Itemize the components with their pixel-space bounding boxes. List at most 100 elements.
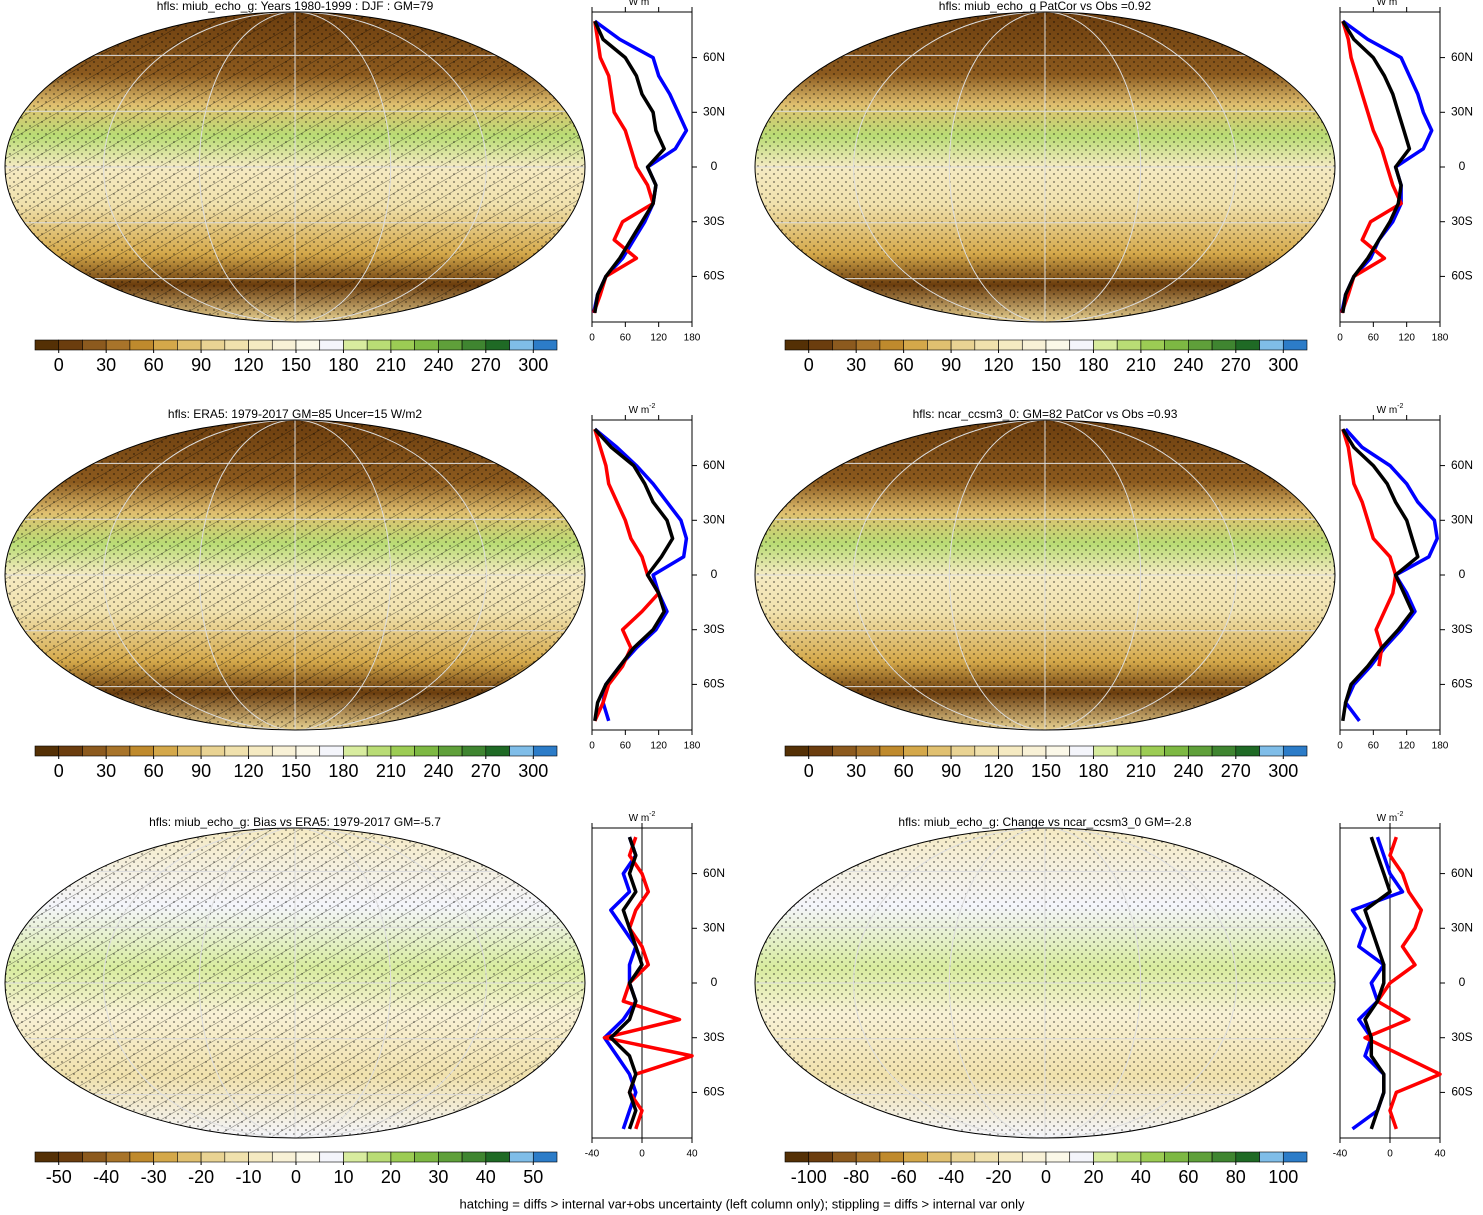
colorbar-label: 150	[1031, 355, 1061, 375]
units-exponent: -2	[1397, 0, 1403, 2]
colorbar-box	[1282, 1151, 1308, 1163]
colorbar-box	[58, 745, 83, 757]
x-tick-label: 40	[686, 1149, 698, 1160]
map-border	[754, 419, 1336, 731]
panel-title: hfls: ERA5: 1979-2017 GM=85 Uncer=15 W/m…	[168, 407, 422, 421]
colorbar-box	[1021, 339, 1047, 351]
colorbar-box	[509, 1151, 534, 1163]
colorbar-box	[129, 1151, 154, 1163]
colorbar-label: 180	[328, 761, 358, 781]
y-tick-label: 60S	[703, 677, 724, 691]
colorbar-box	[784, 745, 810, 757]
colorbar-box	[82, 339, 107, 351]
colorbar-label: 30	[96, 761, 116, 781]
colorbar-box	[224, 339, 249, 351]
y-tick-label: 0	[711, 159, 718, 173]
zonal-line	[1340, 20, 1403, 314]
colorbar-label: 40	[476, 1167, 496, 1187]
colorbar-box	[1116, 745, 1142, 757]
colorbar-label: 40	[1131, 1167, 1151, 1187]
y-tick-label: 0	[1459, 567, 1466, 581]
y-tick-label: 0	[711, 975, 718, 989]
colorbar-box	[34, 1151, 60, 1163]
colorbar-box	[82, 1151, 107, 1163]
y-tick-label: 0	[711, 567, 718, 581]
colorbar-box	[1021, 1151, 1047, 1163]
colorbar-box	[903, 1151, 928, 1163]
colorbar-box	[509, 339, 534, 351]
colorbar-box	[366, 745, 392, 757]
colorbar-box	[998, 745, 1023, 757]
colorbar-label: 300	[518, 355, 548, 375]
zonal-line	[1341, 428, 1420, 722]
colorbar-box	[1093, 339, 1118, 351]
y-tick-label: 60S	[1451, 269, 1472, 283]
colorbar-label: 270	[471, 761, 501, 781]
colorbar-label: 0	[1041, 1167, 1051, 1187]
y-tick-label: 30S	[703, 622, 724, 636]
colorbar-box	[485, 745, 510, 757]
colorbar-box	[34, 339, 60, 351]
x-tick-label: 0	[1337, 333, 1343, 344]
colorbar-box	[1235, 339, 1260, 351]
x-tick-label: 180	[684, 741, 701, 752]
colorbar-box	[295, 1151, 321, 1163]
y-tick-label: 60N	[703, 866, 725, 880]
colorbar-box	[1164, 339, 1189, 351]
map-border	[4, 827, 586, 1139]
colorbar-box	[950, 339, 976, 351]
colorbar-label: 270	[471, 355, 501, 375]
colorbar-box	[998, 339, 1023, 351]
colorbar-box	[784, 1151, 810, 1163]
units-exponent: -2	[649, 0, 655, 2]
colorbar-box	[1282, 339, 1308, 351]
colorbar-label: 210	[376, 355, 406, 375]
colorbar-box	[200, 1151, 226, 1163]
units-exponent: -2	[649, 403, 655, 410]
x-tick-label: -40	[1333, 1149, 1348, 1160]
colorbar-box	[105, 745, 131, 757]
colorbar-box	[879, 1151, 904, 1163]
colorbar-label: 240	[423, 761, 453, 781]
colorbar-box	[271, 745, 297, 757]
colorbar-label: -100	[791, 1167, 827, 1187]
map	[5, 828, 585, 1138]
colorbar-box	[808, 745, 833, 757]
colorbar-box	[343, 339, 368, 351]
colorbar-box	[366, 1151, 392, 1163]
colorbar-label: -40	[93, 1167, 119, 1187]
colorbar-label: 210	[1126, 355, 1156, 375]
y-tick-label: 30S	[703, 1030, 724, 1044]
units-label: W m-2	[1377, 0, 1404, 8]
colorbar-box	[1164, 1151, 1189, 1163]
colorbar-label: 100	[1268, 1167, 1298, 1187]
colorbar-box	[950, 1151, 976, 1163]
colorbar-box	[855, 745, 881, 757]
colorbar-box	[1021, 745, 1047, 757]
y-tick-label: 60N	[703, 458, 725, 472]
colorbar-box	[1259, 745, 1284, 757]
colorbar-box	[438, 745, 463, 757]
units: W m	[1377, 405, 1398, 416]
y-tick-label: 60S	[703, 1085, 724, 1099]
colorbar-box	[271, 339, 297, 351]
colorbar-box	[390, 1151, 415, 1163]
y-tick-label: 60S	[1451, 1085, 1472, 1099]
x-tick-label: 0	[589, 333, 595, 344]
colorbar-label: 180	[328, 355, 358, 375]
colorbar-box	[927, 1151, 952, 1163]
y-tick-label: 30S	[1451, 1030, 1472, 1044]
colorbar-box	[105, 339, 131, 351]
y-tick-label: 30N	[1451, 512, 1473, 526]
colorbar-label: 10	[333, 1167, 353, 1187]
map	[5, 12, 585, 322]
colorbar-box	[855, 339, 881, 351]
colorbar-box	[438, 1151, 463, 1163]
colorbar-label: 120	[984, 761, 1014, 781]
colorbar-box	[1069, 745, 1094, 757]
x-tick-label: 60	[1368, 333, 1380, 344]
colorbar-box	[224, 745, 249, 757]
map-border	[754, 11, 1336, 323]
colorbar-label: 90	[941, 761, 961, 781]
colorbar-box	[461, 745, 487, 757]
